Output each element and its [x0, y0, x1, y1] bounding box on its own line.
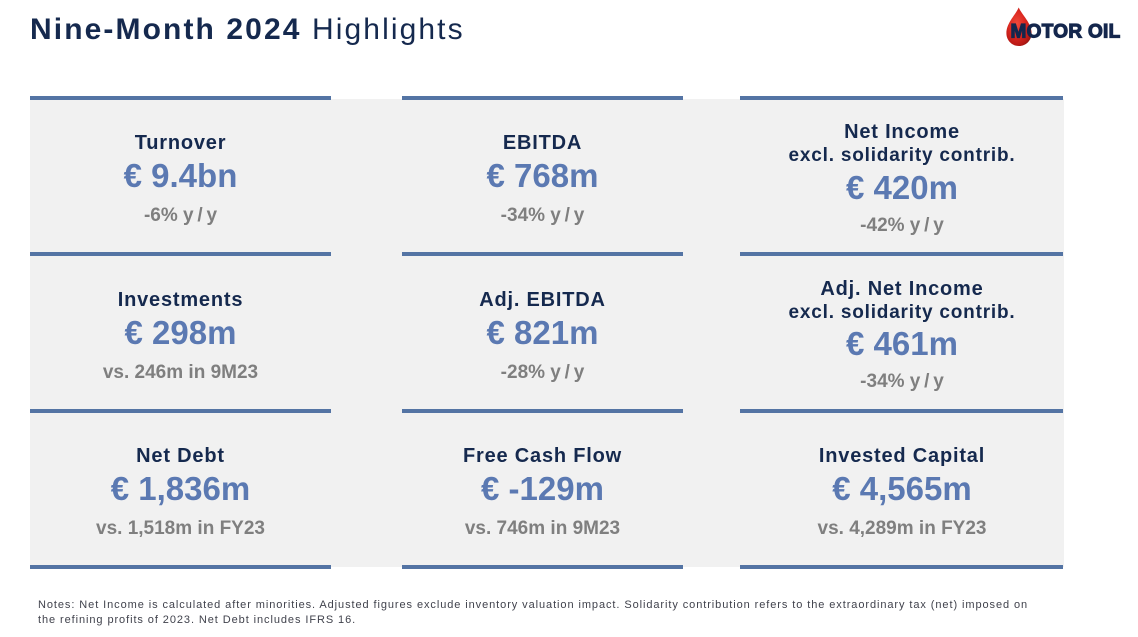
svg-text:MOTOR OIL: MOTOR OIL [1011, 22, 1121, 43]
